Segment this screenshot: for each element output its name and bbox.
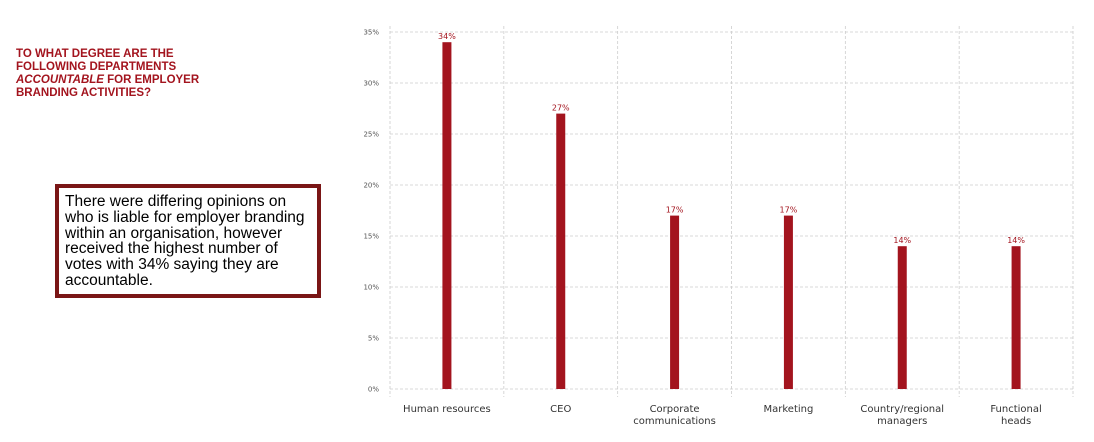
y-tick-label: 15% bbox=[363, 233, 379, 241]
bar bbox=[670, 215, 680, 389]
y-tick-label: 10% bbox=[363, 284, 379, 292]
y-tick-label: 35% bbox=[363, 29, 379, 37]
question-emphasis: ACCOUNTABLE bbox=[16, 74, 104, 86]
question-line-4: BRANDING ACTIVITIES? bbox=[16, 87, 152, 99]
x-category-label: Corporate bbox=[650, 404, 700, 415]
annotation-box: There were differing opinions on who is … bbox=[55, 184, 321, 298]
bar bbox=[1011, 246, 1021, 389]
data-label: 14% bbox=[1007, 236, 1025, 245]
y-tick-label: 0% bbox=[368, 386, 379, 394]
data-label: 17% bbox=[780, 206, 798, 215]
data-label: 34% bbox=[438, 32, 456, 41]
annotation-text: There were differing opinions on who is … bbox=[65, 193, 305, 289]
x-category-label: Human resources bbox=[403, 404, 491, 415]
question-line-2: FOLLOWING DEPARTMENTS bbox=[16, 61, 177, 73]
question-title: TO WHAT DEGREE ARE THE FOLLOWING DEPARTM… bbox=[16, 48, 236, 100]
x-axis: Human resources CEO Corporatecommunication… bbox=[403, 404, 1042, 427]
x-category-label: heads bbox=[1001, 416, 1031, 427]
y-tick-label: 20% bbox=[363, 182, 379, 190]
x-category-label: Functional bbox=[990, 404, 1041, 415]
data-label: 17% bbox=[666, 206, 684, 215]
bar bbox=[897, 246, 907, 389]
y-tick-label: 5% bbox=[368, 335, 379, 343]
y-tick-label: 25% bbox=[363, 131, 379, 139]
question-line-3-rest: FOR EMPLOYER bbox=[103, 74, 200, 86]
x-category-label: managers bbox=[877, 416, 927, 427]
data-label: 27% bbox=[552, 104, 570, 113]
x-category-label: Marketing bbox=[763, 404, 813, 415]
x-category-label: Country/regional bbox=[860, 404, 944, 415]
question-line-3: ACCOUNTABLE FOR EMPLOYER bbox=[16, 74, 236, 87]
x-category-label: communications bbox=[633, 416, 716, 427]
y-axis: 0% 5% 10% 15% 20% 25% 30% 35% bbox=[363, 29, 379, 394]
y-tick-label: 30% bbox=[363, 80, 379, 88]
bar bbox=[442, 42, 452, 389]
bar bbox=[556, 113, 566, 389]
data-label: 14% bbox=[893, 236, 911, 245]
bar bbox=[783, 215, 793, 389]
chart-grid bbox=[389, 26, 1074, 397]
chart-bars: 34% 27% 17% 17% 14% 14% bbox=[438, 32, 1025, 389]
x-category-label: CEO bbox=[550, 404, 571, 415]
question-line-1: TO WHAT DEGREE ARE THE bbox=[16, 48, 174, 60]
